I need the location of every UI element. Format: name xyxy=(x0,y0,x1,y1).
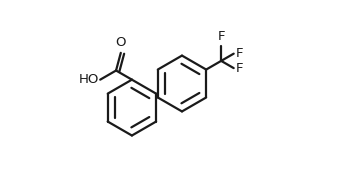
Text: F: F xyxy=(236,62,244,75)
Text: F: F xyxy=(236,47,244,60)
Text: HO: HO xyxy=(78,73,99,86)
Text: F: F xyxy=(217,30,225,43)
Text: O: O xyxy=(116,36,126,49)
